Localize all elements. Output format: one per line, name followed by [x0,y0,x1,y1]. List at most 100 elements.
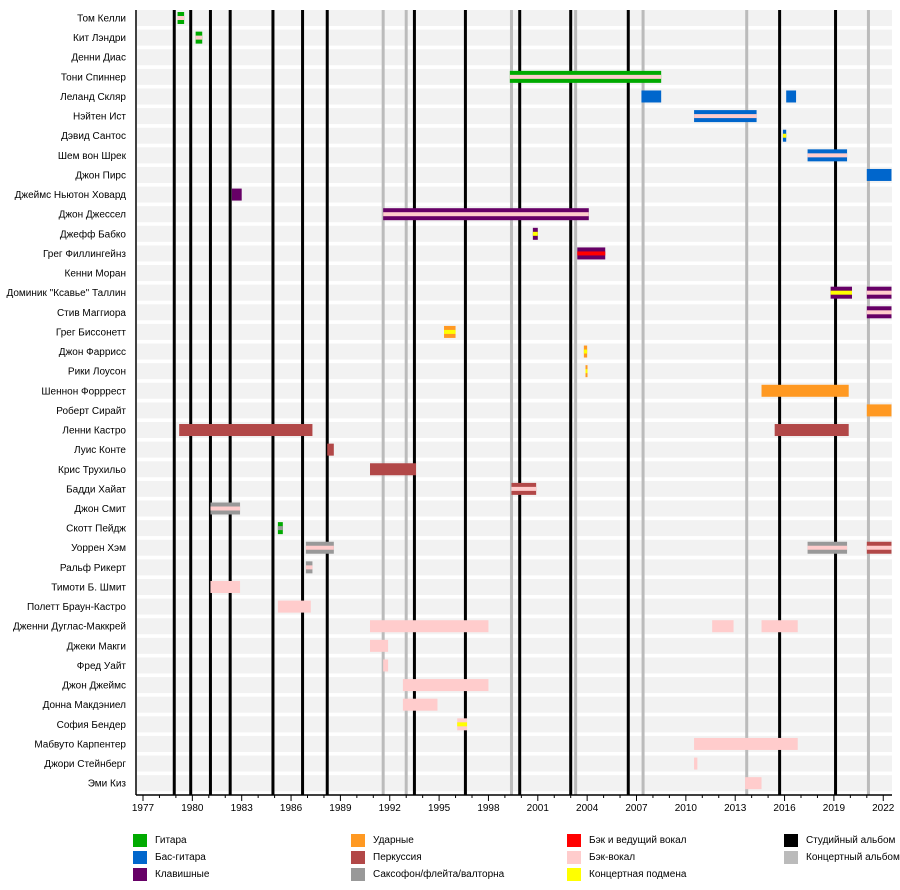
x-tick-label: 2019 [823,803,846,814]
legend-label: Концертная подмена [589,868,687,880]
member-label: Фред Уайт [77,661,127,672]
member-label: Джон Смит [74,504,126,515]
legend-item-live-sub: Концертная подмена [567,866,686,882]
member-bar-backing_vocals [694,757,698,770]
member-label: Шеннон Форррест [41,386,126,397]
member-bar-stripe-lead_vocals [577,251,606,256]
legend-item-drums: Ударные [351,832,414,848]
member-bars [177,12,892,790]
member-bar-backing_vocals [402,679,489,692]
legend-label: Бас-гитара [155,851,206,863]
legend-item-horns: Саксофон/флейта/валторна [351,866,504,882]
x-tick-label: 1989 [329,803,352,814]
legend-swatch [351,867,365,881]
member-bar-backing_vocals [402,698,438,711]
member-bar-stripe-backing_vocals [509,74,662,79]
member-bar-bass [786,90,797,103]
legend-swatch [133,867,147,881]
x-tick-label: 1986 [280,803,303,814]
member-bar-stripe-live_sub [585,369,588,374]
x-tick-label: 2016 [773,803,796,814]
member-bar-stripe-backing_vocals [511,486,537,491]
member-label: Эми Киз [88,779,127,790]
member-labels: Том Келли Кит Лэндри Денни Диас Тони Спинне… [6,14,126,790]
member-label: Крис Трухильо [58,465,126,476]
member-label: Луис Конте [74,445,126,456]
member-bar-stripe-live_sub [830,290,852,295]
member-bar-bass [866,168,892,181]
member-label: Стив Маггиора [57,308,126,319]
member-bar-stripe-backing_vocals [305,545,334,550]
x-tick-label: 2004 [576,803,599,814]
member-label: Леланд Скляр [60,92,126,103]
member-bar-stripe-backing_vocals [866,545,892,550]
member-bar-stripe-backing_vocals [807,545,848,550]
member-bar-bass [641,90,662,103]
x-tick-label: 1995 [428,803,451,814]
timeline-chart: Том Келли Кит Лэндри Денни Диас Тони Спинне… [6,10,895,814]
legend-swatch [784,833,798,847]
member-label: Ральф Рикерт [60,562,127,574]
member-label: Джон Фаррисс [59,347,126,358]
member-label: Денни Диас [71,53,126,64]
member-label: Джефф Бабко [60,228,127,240]
member-bar-backing_vocals [370,639,389,652]
legend-swatch [567,867,581,881]
x-tick-label: 1983 [231,803,254,814]
legend-item-keyboards: Клавишные [133,866,209,882]
legend-item-lead-vocals: Бэк и ведущий вокал [567,832,687,848]
album-lines [172,10,870,795]
member-bar-percussion [327,443,334,456]
member-label: Донна Макдэниел [43,700,127,711]
member-label: Джон Джессел [59,210,127,221]
legend-label: Саксофон/флейта/валторна [373,868,505,880]
member-label: Шем вон Шрек [58,151,127,162]
member-bar-percussion [774,424,849,437]
member-bar-backing_vocals [745,777,762,790]
member-label: Дэвид Сантос [61,131,126,142]
member-label: Джори Стейнберг [44,758,126,770]
legend-swatch [351,850,365,864]
legend-item-backing-vocals: Бэк-вокал [567,849,635,865]
legend-label: Гитара [155,834,187,846]
member-bar-stripe-live_sub [782,133,787,138]
member-bar-percussion [370,463,417,476]
legend-swatch [133,833,147,847]
member-label: Тони Спиннер [61,72,127,83]
member-bar-stripe-live_sub [457,722,468,727]
member-label: Грег Филлингейнз [43,249,126,260]
member-bar-keyboards [231,188,242,201]
member-label: Рики Лоусон [68,367,126,378]
member-label: Кит Лэндри [73,33,126,44]
x-tick-label: 1977 [132,803,155,814]
member-label: Нэйтен Ист [73,112,126,123]
member-label: Уоррен Хэм [71,543,126,554]
member-bar-stripe-backing_vocals [807,153,848,158]
legend-label: Студийный альбом [806,834,896,846]
x-axis: 1977 1980 1983 1986 1989 1992 1995 1998 2001 2004… [132,10,895,814]
legend-label: Бэк и ведущий вокал [589,834,687,846]
member-label: Дженни Дуглас-Маккрей [13,622,126,633]
legend-label: Перкуссия [373,851,422,863]
member-bar-stripe-backing_vocals [866,290,892,295]
member-label: Бадди Хайат [66,484,126,495]
member-label: Доминик "Ксавье" Таллин [6,288,126,299]
legend-label: Концертный альбом [806,851,900,863]
legend-item-bass: Бас-гитара [133,849,206,865]
member-bar-drums [761,384,849,397]
legend-item-live-album: Концертный альбом [784,849,900,865]
member-label: Джеки Макги [67,641,126,652]
member-bar-backing_vocals [761,620,798,633]
member-bar-stripe-backing_vocals [210,506,241,511]
member-bar-stripe-backing_vocals [195,35,203,40]
legend-label: Ударные [373,834,414,846]
legend-label: Клавишные [155,868,210,880]
legend-swatch [567,833,581,847]
x-tick-label: 2001 [527,803,550,814]
x-tick-label: 1980 [181,803,204,814]
member-bar-backing_vocals [277,600,311,613]
member-label: София Бендер [57,719,127,731]
member-bar-stripe-backing_vocals [177,16,185,20]
x-tick-label: 2007 [625,803,648,814]
member-label: Том Келли [77,14,126,25]
